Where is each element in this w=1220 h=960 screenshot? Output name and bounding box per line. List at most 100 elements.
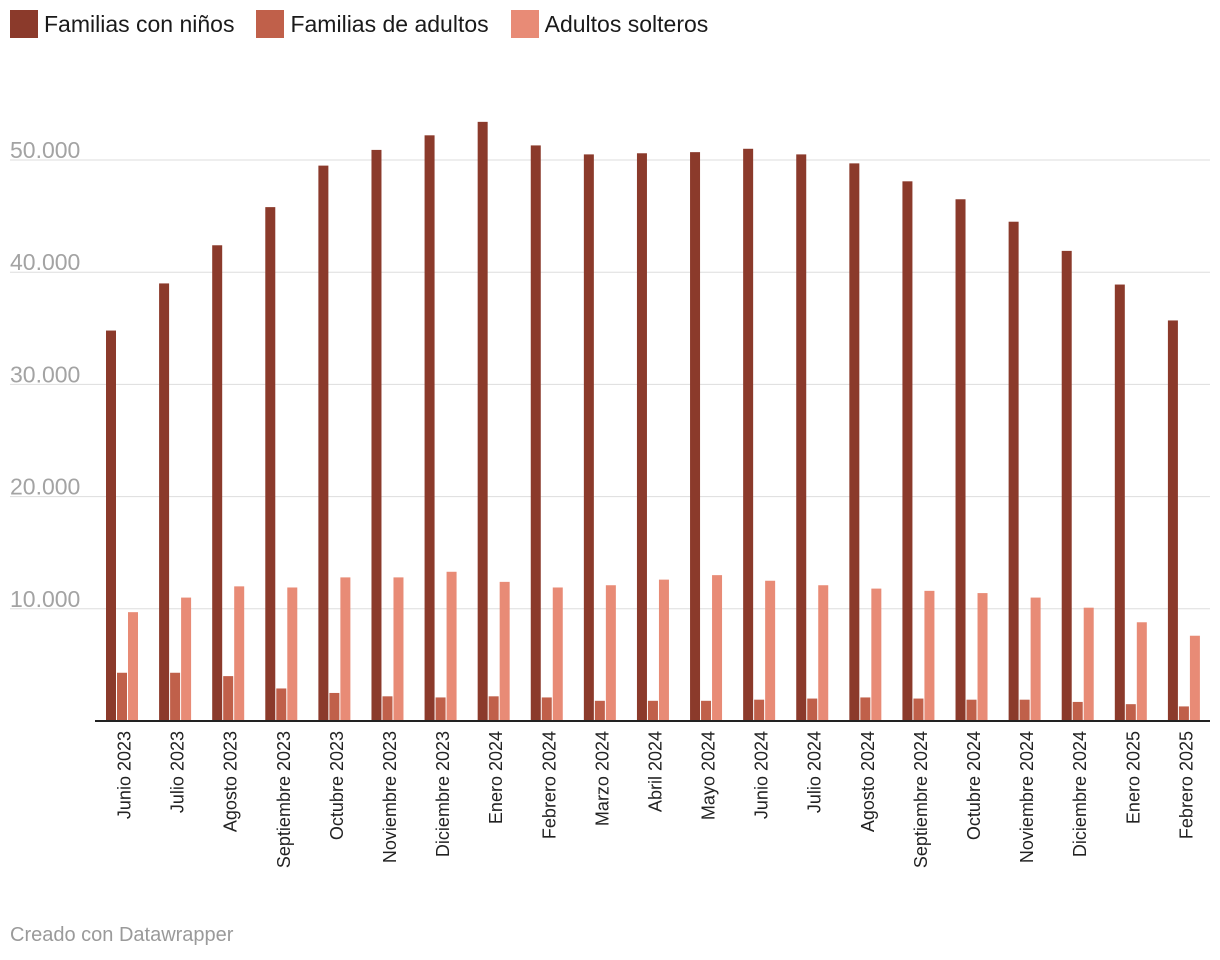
bar-2-16 (913, 698, 924, 721)
y-tick-label-50000: 50.000 (10, 137, 80, 163)
bar-1-3 (212, 245, 223, 721)
x-tick-label-2: Julio 2023 (168, 731, 188, 813)
bar-2-15 (860, 697, 871, 721)
x-tick-label-19: Diciembre 2024 (1070, 731, 1090, 857)
bar-2-19 (1072, 701, 1083, 721)
x-tick-label-20: Enero 2025 (1123, 731, 1143, 824)
bar-1-15 (849, 163, 860, 722)
bar-3-14 (818, 585, 829, 721)
x-tick-label-13: Junio 2024 (752, 731, 772, 819)
y-tick-label-40000: 40.000 (10, 249, 80, 275)
legend-item-familias-con-ninos: Familias con niños (10, 10, 234, 38)
bar-1-14 (796, 154, 807, 721)
legend-item-familias-de-adultos: Familias de adultos (256, 10, 489, 38)
bar-3-2 (181, 597, 192, 721)
bar-2-2 (170, 672, 181, 721)
bar-1-2 (159, 283, 170, 721)
x-tick-label-11: Abril 2024 (645, 731, 665, 812)
legend-swatch-adultos-solteros (510, 10, 539, 38)
legend-item-adultos-solteros: Adultos solteros (510, 10, 709, 38)
bar-2-8 (488, 696, 499, 721)
x-tick-label-10: Marzo 2024 (592, 731, 612, 826)
x-tick-label-12: Mayo 2024 (699, 731, 719, 820)
bar-3-9 (552, 587, 563, 721)
x-tick-label-4: Septiembre 2023 (274, 731, 294, 868)
x-tick-label-17: Octubre 2024 (964, 731, 984, 840)
bar-3-11 (658, 579, 669, 721)
bar-2-20 (1125, 704, 1136, 721)
bar-3-20 (1136, 622, 1147, 721)
x-tick-label-5: Octubre 2023 (327, 731, 347, 840)
bar-3-21 (1189, 635, 1200, 721)
bar-3-3 (234, 586, 245, 721)
bar-1-17 (955, 199, 966, 721)
bar-1-4 (265, 207, 276, 721)
bar-3-6 (393, 577, 404, 721)
bar-1-12 (690, 152, 701, 721)
bar-3-15 (871, 588, 882, 721)
x-tick-label-18: Noviembre 2024 (1017, 731, 1037, 863)
bar-3-1 (128, 612, 138, 721)
bar-2-3 (223, 676, 234, 721)
bar-2-12 (701, 700, 712, 721)
bar-1-20 (1114, 284, 1125, 721)
bar-3-7 (446, 571, 457, 721)
legend: Familias con niños Familias de adultos A… (10, 10, 730, 38)
x-tick-label-21: Febrero 2025 (1176, 731, 1196, 839)
bar-2-1 (117, 672, 127, 721)
legend-label-adultos-solteros: Adultos solteros (544, 10, 709, 37)
bar-3-19 (1083, 607, 1094, 721)
bar-3-4 (287, 587, 298, 721)
y-tick-label-20000: 20.000 (10, 474, 80, 500)
bar-1-16 (902, 181, 913, 721)
bar-3-18 (1030, 597, 1041, 721)
x-tick-label-14: Julio 2024 (805, 731, 825, 813)
legend-label-familias-de-adultos: Familias de adultos (290, 10, 489, 37)
bar-3-5 (340, 577, 351, 721)
y-tick-label-30000: 30.000 (10, 361, 80, 387)
bar-3-13 (765, 580, 776, 721)
bar-2-13 (754, 699, 765, 721)
bar-2-11 (647, 700, 658, 721)
bar-1-9 (530, 145, 541, 721)
y-tick-label-10000: 10.000 (10, 586, 80, 612)
bar-1-21 (1167, 320, 1178, 721)
bar-3-10 (605, 585, 616, 721)
bar-1-11 (636, 153, 647, 721)
bar-1-18 (1008, 221, 1019, 721)
x-tick-label-9: Febrero 2024 (539, 731, 559, 839)
bar-chart: 10.000 20.000 30.000 40.000 50.000 Junio 2023… (10, 121, 1210, 868)
bar-2-18 (1019, 699, 1030, 721)
bar-3-12 (712, 575, 723, 721)
legend-swatch-familias-con-ninos (10, 10, 38, 38)
bar-2-14 (807, 698, 818, 721)
legend-label-familias-con-ninos: Familias con niños (44, 10, 235, 37)
bar-3-16 (924, 590, 935, 721)
bar-1-10 (583, 154, 594, 721)
bar-1-13 (743, 148, 754, 721)
bar-2-9 (541, 697, 552, 721)
x-tick-label-16: Septiembre 2024 (911, 731, 931, 868)
bar-1-5 (318, 165, 329, 722)
x-tick-label-1: Junio 2023 (115, 731, 135, 819)
bar-1-19 (1061, 250, 1072, 721)
bar-2-21 (1178, 706, 1189, 721)
x-tick-label-6: Noviembre 2023 (380, 731, 400, 863)
bar-2-10 (594, 700, 605, 721)
bar-2-7 (435, 697, 446, 721)
footer-credit: Creado con Datawrapper (10, 924, 234, 946)
bar-1-8 (477, 121, 488, 722)
x-tick-label-8: Enero 2024 (486, 731, 506, 824)
x-tick-label-7: Diciembre 2023 (433, 731, 453, 857)
bar-3-17 (977, 593, 988, 721)
bar-2-17 (966, 699, 977, 721)
x-tick-label-15: Agosto 2024 (858, 731, 878, 832)
bar-2-6 (382, 696, 393, 721)
bar-3-8 (499, 581, 510, 721)
x-tick-label-3: Agosto 2023 (221, 731, 241, 832)
bar-1-6 (371, 149, 382, 722)
bar-2-5 (329, 692, 340, 721)
bar-1-1 (106, 330, 116, 721)
bar-1-7 (424, 135, 435, 722)
legend-swatch-familias-de-adultos (256, 10, 285, 38)
